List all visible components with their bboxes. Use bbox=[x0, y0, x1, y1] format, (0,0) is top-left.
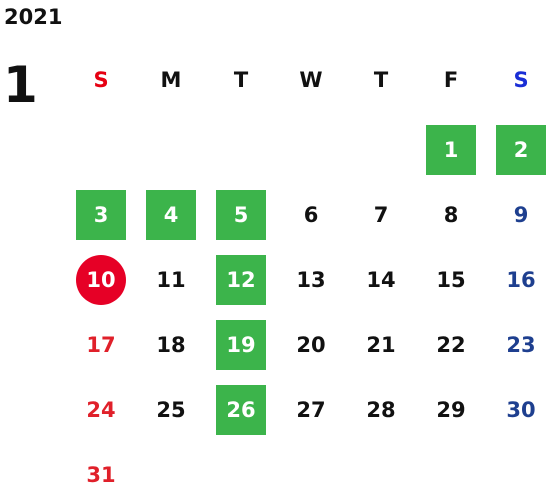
day-cell-21[interactable]: 21 bbox=[366, 333, 396, 357]
day-cell-20[interactable]: 20 bbox=[296, 333, 326, 357]
year-label: 2021 bbox=[4, 5, 63, 29]
day-cell-26[interactable]: 26 bbox=[216, 385, 266, 435]
day-cell-23[interactable]: 23 bbox=[506, 333, 536, 357]
day-cell-9[interactable]: 9 bbox=[513, 203, 529, 227]
weekday-header-tuesday: T bbox=[233, 68, 249, 92]
day-cell-22[interactable]: 22 bbox=[436, 333, 466, 357]
day-cell-11[interactable]: 11 bbox=[156, 268, 186, 292]
day-cell-2[interactable]: 2 bbox=[496, 125, 546, 175]
day-cell-28[interactable]: 28 bbox=[366, 398, 396, 422]
day-cell-29[interactable]: 29 bbox=[436, 398, 466, 422]
day-cell-18[interactable]: 18 bbox=[156, 333, 186, 357]
day-cell-4[interactable]: 4 bbox=[146, 190, 196, 240]
day-cell-14[interactable]: 14 bbox=[366, 268, 396, 292]
day-cell-15[interactable]: 15 bbox=[436, 268, 466, 292]
day-cell-16[interactable]: 16 bbox=[506, 268, 536, 292]
day-cell-25[interactable]: 25 bbox=[156, 398, 186, 422]
month-label: 1 bbox=[3, 56, 38, 114]
day-cell-19[interactable]: 19 bbox=[216, 320, 266, 370]
day-cell-30[interactable]: 30 bbox=[506, 398, 536, 422]
weekday-header-sunday: S bbox=[93, 68, 109, 92]
day-cell-1[interactable]: 1 bbox=[426, 125, 476, 175]
day-cell-8[interactable]: 8 bbox=[443, 203, 459, 227]
day-cell-3[interactable]: 3 bbox=[76, 190, 126, 240]
weekday-header-monday: M bbox=[160, 68, 182, 92]
weekday-header-friday: F bbox=[443, 68, 459, 92]
day-cell-12[interactable]: 12 bbox=[216, 255, 266, 305]
day-cell-6[interactable]: 6 bbox=[303, 203, 319, 227]
weekday-header-saturday: S bbox=[513, 68, 529, 92]
day-cell-5[interactable]: 5 bbox=[216, 190, 266, 240]
day-cell-10[interactable]: 10 bbox=[76, 255, 126, 305]
day-cell-13[interactable]: 13 bbox=[296, 268, 326, 292]
day-cell-17[interactable]: 17 bbox=[86, 333, 116, 357]
day-cell-27[interactable]: 27 bbox=[296, 398, 326, 422]
weekday-header-wednesday: W bbox=[299, 68, 323, 92]
weekday-header-thursday: T bbox=[373, 68, 389, 92]
day-cell-24[interactable]: 24 bbox=[86, 398, 116, 422]
day-cell-7[interactable]: 7 bbox=[373, 203, 389, 227]
day-cell-31[interactable]: 31 bbox=[86, 463, 116, 487]
